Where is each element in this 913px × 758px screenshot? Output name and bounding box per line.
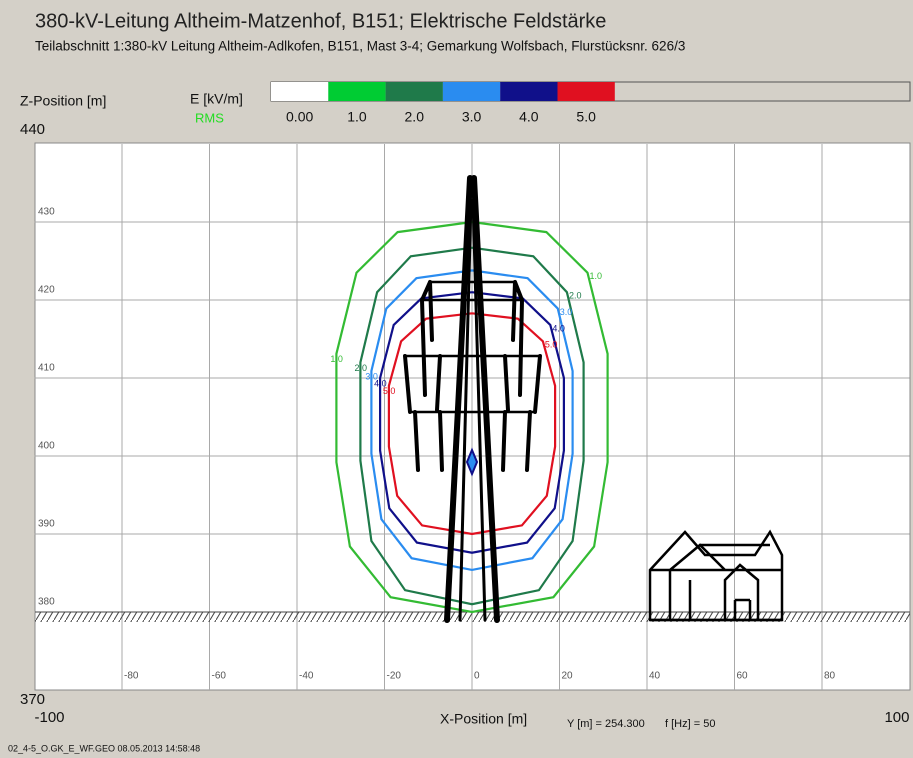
x-tick-label: -100 bbox=[35, 709, 65, 726]
y-tick-label: 400 bbox=[38, 441, 55, 452]
y-tick-label: 370 bbox=[20, 691, 45, 708]
colorbar-title: E [kV/m] bbox=[190, 91, 243, 107]
contour-label: 3.0 bbox=[560, 307, 573, 317]
footer: 02_4-5_O.GK_E_WF.GEO 08.05.2013 14:58:48 bbox=[8, 743, 200, 753]
x-tick-label: 40 bbox=[649, 671, 661, 682]
colorbar-segment bbox=[558, 82, 615, 101]
colorbar-segment bbox=[443, 82, 500, 101]
colorbar-tick-label: 1.0 bbox=[347, 109, 367, 125]
chart: 380-kV-Leitung Altheim-Matzenhof, B151; … bbox=[0, 0, 913, 758]
x-axis-title: X-Position [m] bbox=[440, 711, 527, 727]
colorbar-segment bbox=[386, 82, 443, 101]
x-tick-label: -20 bbox=[387, 671, 402, 682]
y-tick-label: 440 bbox=[20, 121, 45, 138]
contour-label: 5.0 bbox=[545, 340, 558, 350]
x-tick-label: 80 bbox=[824, 671, 836, 682]
y-tick-label: 430 bbox=[38, 207, 55, 218]
x-tick-label: -40 bbox=[299, 671, 314, 682]
contour-label: 2.0 bbox=[569, 291, 582, 301]
colorbar-tick-label: 4.0 bbox=[519, 109, 539, 125]
y-tick-label: 410 bbox=[38, 363, 55, 374]
colorbar-subtitle: RMS bbox=[195, 110, 224, 125]
colorbar-tick-label: 2.0 bbox=[405, 109, 425, 125]
x-tick-label: 60 bbox=[737, 671, 749, 682]
contour-label: 1.0 bbox=[330, 354, 343, 364]
contour-label: 4.0 bbox=[552, 323, 565, 333]
colorbar-tick-label: 5.0 bbox=[576, 109, 596, 125]
x-tick-label: -80 bbox=[124, 671, 139, 682]
y-tick-label: 420 bbox=[38, 285, 55, 296]
contour-label: 5.0 bbox=[383, 386, 396, 396]
contour-label: 1.0 bbox=[590, 271, 603, 281]
y-tick-label: 390 bbox=[38, 519, 55, 530]
x-tick-label: 0 bbox=[474, 671, 480, 682]
chart-subtitle: Teilabschnitt 1:380-kV Leitung Altheim-A… bbox=[35, 39, 685, 54]
colorbar-segment bbox=[500, 82, 557, 101]
x-tick-label: -60 bbox=[212, 671, 227, 682]
y-axis-title: Z-Position [m] bbox=[20, 93, 106, 109]
colorbar-tick-label: 3.0 bbox=[462, 109, 482, 125]
colorbar-segment bbox=[271, 82, 328, 101]
colorbar-segment bbox=[328, 82, 385, 101]
frequency-info: f [Hz] = 50 bbox=[665, 718, 715, 730]
x-tick-label: 20 bbox=[562, 671, 574, 682]
y-tick-label: 380 bbox=[38, 597, 55, 608]
section-info: Y [m] = 254.300 bbox=[567, 718, 645, 730]
colorbar-tick-label: 0.00 bbox=[286, 109, 313, 125]
chart-title: 380-kV-Leitung Altheim-Matzenhof, B151; … bbox=[35, 10, 606, 32]
x-tick-label: 100 bbox=[884, 709, 909, 726]
